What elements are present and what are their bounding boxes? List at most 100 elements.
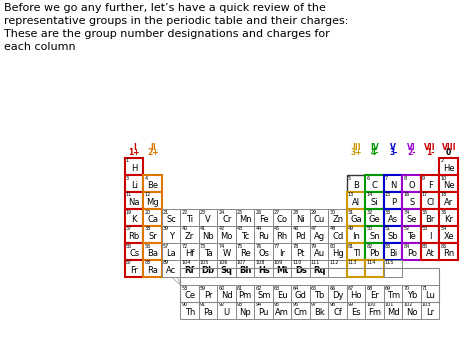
Bar [328, 209, 347, 226]
Bar [347, 226, 365, 243]
Text: F: F [428, 181, 433, 190]
Text: He: He [443, 164, 455, 173]
Text: Pb: Pb [370, 249, 380, 258]
Text: 114: 114 [366, 261, 376, 266]
Bar [402, 175, 421, 192]
Text: 80: 80 [329, 244, 336, 248]
Text: 105: 105 [200, 261, 209, 266]
Bar [162, 243, 181, 260]
Bar [199, 302, 218, 319]
Text: Fe: Fe [259, 215, 269, 224]
Text: Pu: Pu [258, 308, 269, 317]
Text: U: U [224, 308, 230, 317]
Text: P: P [391, 198, 396, 207]
Text: 52: 52 [403, 226, 410, 231]
Bar [292, 226, 310, 243]
Text: Bh: Bh [239, 266, 251, 275]
Bar [125, 192, 144, 209]
Text: Ni: Ni [296, 215, 305, 224]
Text: 61: 61 [237, 285, 243, 290]
Text: Ta: Ta [204, 249, 213, 258]
Bar [162, 260, 181, 277]
Text: III: III [352, 143, 361, 152]
Text: 1+: 1+ [128, 148, 140, 157]
Text: 22: 22 [181, 209, 188, 214]
Bar [310, 260, 328, 277]
Text: Se: Se [407, 215, 417, 224]
Text: Ce: Ce [184, 291, 195, 300]
Text: V: V [390, 143, 396, 152]
Bar [181, 243, 199, 260]
Text: 3+: 3+ [350, 148, 362, 157]
Text: I: I [429, 232, 431, 241]
Text: Ba: Ba [147, 249, 158, 258]
Text: Bk: Bk [314, 308, 325, 317]
Text: 102: 102 [403, 302, 413, 307]
Text: As: As [388, 215, 398, 224]
Text: Gd: Gd [295, 291, 307, 300]
Bar [236, 285, 255, 302]
Bar [125, 243, 144, 260]
Text: C: C [372, 181, 378, 190]
Bar [125, 209, 144, 226]
Bar [273, 260, 292, 277]
Text: Sm: Sm [257, 291, 271, 300]
Bar [402, 209, 421, 226]
Text: 79: 79 [311, 244, 317, 248]
Bar [384, 192, 402, 209]
Bar [181, 209, 199, 226]
Bar [328, 226, 347, 243]
Bar [439, 192, 458, 209]
Text: 60: 60 [219, 285, 225, 290]
Text: 30: 30 [329, 209, 336, 214]
Text: 53: 53 [422, 226, 428, 231]
Text: 1: 1 [126, 158, 129, 164]
Bar [273, 285, 292, 302]
Text: 43: 43 [237, 226, 243, 231]
Text: 17: 17 [422, 192, 428, 197]
Bar [144, 175, 162, 192]
Text: Ds: Ds [295, 266, 307, 275]
Bar [144, 226, 162, 243]
Text: 93: 93 [237, 302, 243, 307]
Text: 37: 37 [126, 226, 132, 231]
Bar [421, 302, 439, 319]
Bar [125, 260, 144, 277]
Text: 106: 106 [219, 261, 228, 266]
Text: Ra: Ra [147, 266, 158, 275]
Text: 9: 9 [422, 175, 425, 180]
Text: 4-: 4- [371, 148, 379, 157]
Text: Tl: Tl [353, 249, 360, 258]
Bar [292, 260, 310, 277]
Bar [421, 209, 439, 226]
Text: 16: 16 [403, 192, 410, 197]
Text: Ru: Ru [258, 232, 269, 241]
Bar [181, 285, 199, 302]
Text: 110: 110 [292, 261, 301, 266]
Text: VI: VI [407, 143, 416, 152]
Bar [421, 226, 439, 243]
Text: 104: 104 [181, 261, 191, 266]
Bar [439, 226, 458, 243]
Text: VIII: VIII [441, 143, 456, 152]
Text: 32: 32 [366, 209, 373, 214]
Bar [181, 302, 199, 319]
Bar [218, 302, 236, 319]
Bar [162, 226, 181, 243]
Text: 98: 98 [329, 302, 336, 307]
Text: Tm: Tm [387, 291, 400, 300]
Text: Th: Th [184, 308, 195, 317]
Bar [144, 209, 162, 226]
Bar [218, 243, 236, 260]
Bar [273, 209, 292, 226]
Text: 35: 35 [422, 209, 428, 214]
Text: 1-: 1- [426, 148, 435, 157]
Bar [384, 243, 402, 260]
Bar [218, 285, 236, 302]
Text: 25: 25 [237, 209, 243, 214]
Bar [144, 192, 162, 209]
Text: 69: 69 [385, 285, 391, 290]
Bar [125, 226, 144, 243]
Text: 111: 111 [311, 261, 320, 266]
Text: 31: 31 [348, 209, 354, 214]
